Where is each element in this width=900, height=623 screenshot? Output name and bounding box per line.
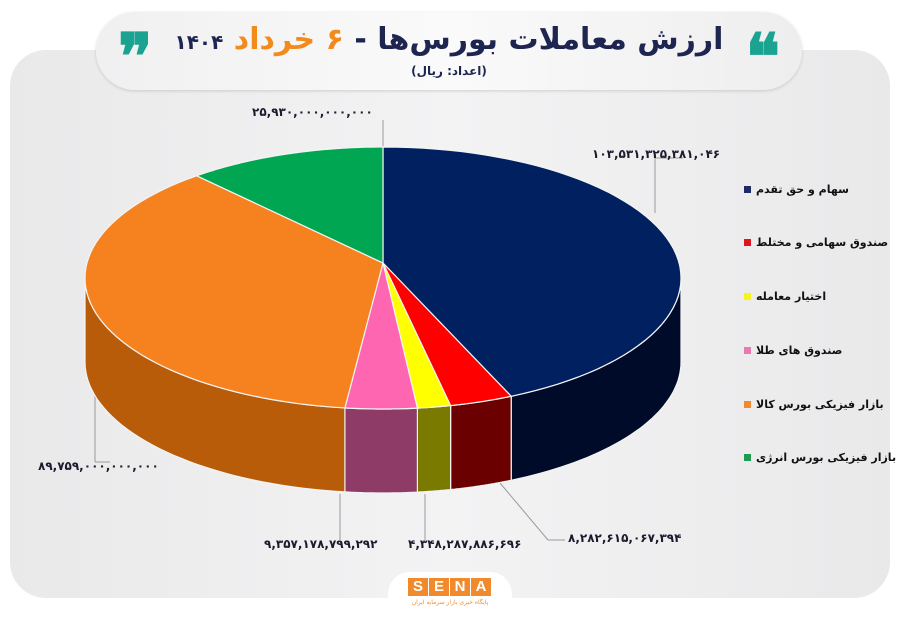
value-label-green: ۲۵,۹۳۰,۰۰۰,۰۰۰,۰۰۰ <box>252 105 373 119</box>
title-main: ارزش معاملات بورس‌ها - <box>354 22 724 57</box>
legend-swatch <box>744 293 751 300</box>
legend-item: بازار فیزیکی بورس کالا <box>744 398 884 411</box>
legend-label: بازار فیزیکی بورس کالا <box>756 398 884 411</box>
value-label-orange: ۸۹,۷۵۹,۰۰۰,۰۰۰,۰۰۰ <box>38 459 159 473</box>
legend-item: اختیار معامله <box>744 290 826 303</box>
title-year: ۱۴۰۴ <box>174 30 224 54</box>
legend-label: صندوق سهامی و مختلط <box>756 236 889 249</box>
legend-swatch <box>744 454 751 461</box>
legend-item: سهام و حق تقدم <box>744 183 849 196</box>
quote-open-icon: ❞ <box>118 20 153 95</box>
title-date: ۶ خرداد <box>233 22 344 57</box>
legend-label: اختیار معامله <box>756 290 827 303</box>
legend-swatch <box>744 239 751 246</box>
legend-item: صندوق سهامی و مختلط <box>744 236 888 249</box>
legend-swatch <box>744 401 751 408</box>
legend-swatch <box>744 347 751 354</box>
quote-close-icon: ❝ <box>745 20 780 95</box>
legend-item: بازار فیزیکی بورس انرژی <box>744 451 896 464</box>
chart-title: ارزش معاملات بورس‌ها - ۶ خرداد ۱۴۰۴ <box>96 22 802 57</box>
chart-subtitle: (اعداد: ریال) <box>411 64 487 78</box>
legend-swatch <box>744 186 751 193</box>
legend-label: بازار فیزیکی بورس انرژی <box>756 451 897 464</box>
legend-label: سهام و حق تقدم <box>756 183 849 196</box>
value-label-red: ۸,۲۸۲,۶۱۵,۰۶۷,۳۹۴ <box>568 531 682 545</box>
value-label-pink: ۹,۳۵۷,۱۷۸,۷۹۹,۲۹۲ <box>264 537 378 551</box>
logo-subtitle: پایگاه خبری بازار سرمایه ایران <box>411 599 489 606</box>
value-label-yellow: ۴,۳۴۸,۲۸۷,۸۸۶,۶۹۶ <box>408 537 522 551</box>
title-bar: ❞ ارزش معاملات بورس‌ها - ۶ خرداد ۱۴۰۴ (ا… <box>96 12 802 90</box>
value-label-navy: ۱۰۳,۵۳۱,۳۲۵,۳۸۱,۰۴۶ <box>592 147 721 161</box>
legend-item: صندوق های طلا <box>744 344 842 357</box>
sena-logo: S E N A پایگاه خبری بازار سرمایه ایران <box>388 572 512 623</box>
legend-label: صندوق های طلا <box>756 344 843 357</box>
logo-letters: S E N A <box>408 578 492 596</box>
